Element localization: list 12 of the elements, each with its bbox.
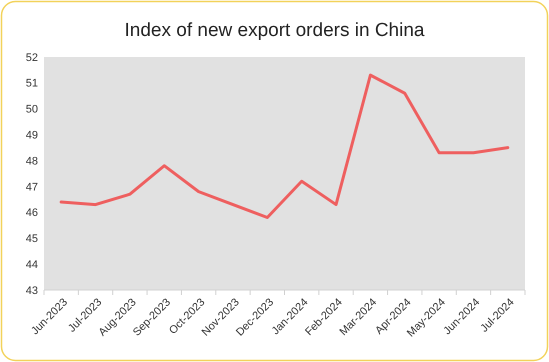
line-series xyxy=(60,74,510,220)
y-tick-label: 48 xyxy=(26,155,38,168)
y-tick-label: 47 xyxy=(26,181,38,194)
y-tick-label: 50 xyxy=(26,104,38,116)
y-tick-label: 51 xyxy=(26,78,38,90)
y-tick-label: 49 xyxy=(26,130,38,142)
chart-title: Index of new export orders in China xyxy=(124,20,425,41)
y-tick-label: 44 xyxy=(26,258,38,271)
y-tick-label: 46 xyxy=(26,207,38,220)
y-tick-label: 52 xyxy=(26,52,38,64)
y-tick-label: 43 xyxy=(26,284,38,297)
y-tick-label: 45 xyxy=(26,233,38,246)
